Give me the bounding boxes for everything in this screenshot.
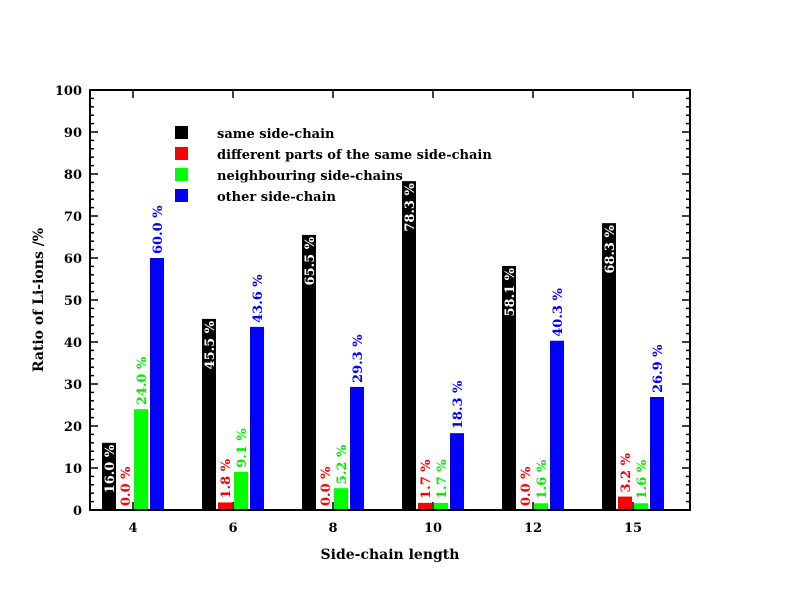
bar (634, 503, 648, 510)
bar (334, 488, 348, 510)
x-tick-label: 4 (128, 521, 137, 536)
y-tick-label: 50 (64, 294, 82, 309)
bar-value-label: 1.6 % (635, 459, 650, 499)
bar-value-label: 9.1 % (235, 428, 250, 468)
bar-value-label: 65.5 % (303, 236, 318, 285)
y-tick-label: 80 (64, 168, 82, 183)
legend-label: other side-chain (217, 190, 337, 205)
bar (450, 433, 464, 510)
bar-value-label: 5.2 % (335, 444, 350, 484)
bar (102, 442, 116, 510)
axes-group: 0 10 20 30 40 50 60 70 80 90 100 4 6 8 10 12 15 (55, 84, 691, 536)
bar-value-label: 0.0 % (319, 466, 334, 506)
bar (302, 234, 316, 510)
legend-swatch (175, 168, 188, 181)
x-tick-label: 12 (524, 521, 542, 536)
y-tick-label: 20 (64, 420, 82, 435)
bar (250, 326, 264, 510)
bar-value-label: 78.3 % (403, 182, 418, 231)
bar (618, 496, 632, 510)
bar-value-label: 43.6 % (251, 274, 266, 323)
legend-label: different parts of the same side-chain (217, 148, 492, 163)
bar-labels-group: 16.0 % 0.0 %24.0 %60.0 %45.5 %1.8 %9.1 %4… (103, 182, 666, 506)
y-tick-label: 10 (64, 462, 82, 477)
legend-label: neighbouring side-chains (217, 169, 403, 184)
y-tick-label: 60 (64, 252, 82, 267)
y-tick-label: 30 (64, 378, 82, 393)
bar-value-label: 0.0 % (119, 466, 134, 506)
bar-value-label: 1.7 % (435, 459, 450, 499)
x-axis-title: Side-chain length (321, 547, 460, 563)
bar-value-label: 45.5 % (203, 320, 218, 369)
bar (202, 318, 216, 510)
bar-value-label: 26.9 % (651, 344, 666, 393)
bar (418, 502, 432, 510)
y-tick-label: 90 (64, 126, 82, 141)
y-tick-label: 70 (64, 210, 82, 225)
y-tick-label: 40 (64, 336, 82, 351)
bar-value-label: 29.3 % (351, 334, 366, 383)
bar (434, 502, 448, 510)
bar-value-label: 3.2 % (619, 452, 634, 492)
bar (550, 340, 564, 510)
bar (150, 258, 164, 510)
x-tick-label: 15 (624, 521, 642, 536)
bar (350, 386, 364, 510)
bar-value-label: 18.3 % (451, 380, 466, 429)
bar (402, 181, 416, 510)
bar-value-label: 1.8 % (219, 458, 234, 498)
bars-group (102, 181, 664, 510)
bar-value-label: 68.3 % (603, 224, 618, 273)
bar (218, 502, 232, 510)
y-tick-label: 0 (73, 504, 82, 519)
bar-value-label: 1.7 % (419, 459, 434, 499)
bar-value-label: 58.1 % (503, 267, 518, 316)
bar (534, 503, 548, 510)
bar-value-label: 0.0 % (519, 466, 534, 506)
bar-value-label: 60.0 % (151, 205, 166, 254)
legend-label: same side-chain (217, 127, 335, 142)
legend-swatch (175, 189, 188, 202)
y-tick-label: 100 (55, 84, 82, 99)
y-axis-title: Ratio of Li-ions /% (31, 228, 47, 372)
bar (234, 471, 248, 510)
x-tick-label: 10 (424, 521, 442, 536)
bar-value-label: 40.3 % (551, 288, 566, 337)
x-tick-label: 6 (228, 521, 237, 536)
bar (134, 409, 148, 510)
legend-swatch (175, 147, 188, 160)
bar-value-label: 24.0 % (135, 356, 150, 405)
bar-value-label: 16.0 % (103, 444, 118, 493)
bar-value-label: 1.6 % (535, 459, 550, 499)
x-tick-label: 8 (328, 521, 337, 536)
bar (650, 397, 664, 510)
legend: same side-chain different parts of the sa… (175, 126, 492, 205)
bar (602, 223, 616, 510)
legend-swatch (175, 126, 188, 139)
bar (502, 265, 516, 510)
